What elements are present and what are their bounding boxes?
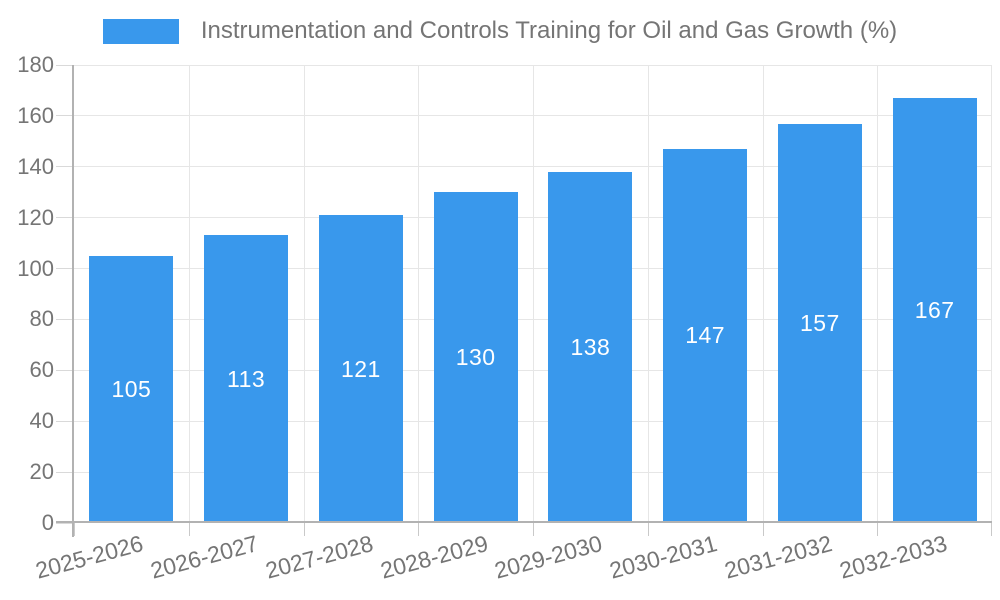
x-tick bbox=[991, 523, 992, 536]
y-axis-label: 120 bbox=[17, 204, 54, 230]
y-axis-label: 20 bbox=[29, 459, 54, 485]
v-gridline bbox=[418, 65, 420, 523]
y-tick bbox=[56, 369, 74, 371]
x-tick bbox=[418, 523, 420, 536]
y-tick bbox=[56, 522, 74, 524]
x-axis-label: 2030-2031 bbox=[606, 530, 720, 584]
x-axis-label: 2029-2030 bbox=[492, 530, 606, 584]
x-axis-label: 2032-2033 bbox=[836, 530, 950, 584]
x-tick bbox=[303, 523, 305, 536]
bar-value-label: 105 bbox=[111, 375, 152, 402]
bar-value-label: 138 bbox=[570, 333, 611, 360]
y-axis-label: 40 bbox=[29, 408, 54, 434]
y-axis-labels: 0 20 40 60 80 100 120 140 160 180 bbox=[0, 52, 54, 535]
v-gridline bbox=[877, 65, 879, 523]
v-gridline bbox=[991, 65, 992, 523]
legend-label: Instrumentation and Controls Training fo… bbox=[200, 17, 898, 44]
bar[interactable]: 113 bbox=[204, 235, 289, 523]
x-axis-label: 2027-2028 bbox=[262, 530, 376, 584]
v-gridline bbox=[533, 65, 534, 523]
bar-value-label: 130 bbox=[455, 344, 496, 371]
legend[interactable]: Instrumentation and Controls Training fo… bbox=[0, 15, 1000, 47]
y-axis-label: 180 bbox=[17, 52, 54, 77]
v-gridline bbox=[188, 65, 190, 523]
bar[interactable]: 147 bbox=[663, 148, 748, 523]
y-axis-label: 60 bbox=[29, 357, 54, 383]
x-tick bbox=[188, 523, 190, 536]
y-tick bbox=[56, 318, 74, 320]
y-tick bbox=[56, 166, 74, 168]
y-tick bbox=[56, 471, 74, 473]
v-gridline bbox=[762, 65, 764, 523]
x-axis-label: 2025-2026 bbox=[33, 530, 147, 584]
bar-value-label: 113 bbox=[227, 365, 266, 392]
legend-swatch-icon bbox=[102, 18, 179, 44]
bar-value-label: 157 bbox=[799, 309, 840, 336]
bar-value-label: 147 bbox=[685, 322, 726, 349]
bar[interactable]: 157 bbox=[777, 123, 862, 523]
x-tick bbox=[74, 523, 75, 536]
x-tick bbox=[647, 523, 649, 536]
y-tick bbox=[56, 420, 74, 422]
y-axis-label: 100 bbox=[17, 255, 54, 281]
bar-value-label: 121 bbox=[340, 355, 381, 382]
x-tick bbox=[533, 523, 534, 536]
x-axis-label: 2028-2029 bbox=[377, 530, 491, 584]
x-axis-labels: 2025-2026 2026-2027 2027-2028 2028-2029 2029… bbox=[0, 523, 1000, 600]
x-tick bbox=[762, 523, 764, 536]
x-axis-baseline bbox=[56, 521, 992, 523]
y-axis-label: 140 bbox=[17, 153, 54, 179]
bar[interactable]: 105 bbox=[89, 255, 174, 523]
y-axis-label: 80 bbox=[29, 306, 54, 332]
y-tick bbox=[56, 217, 74, 219]
bar[interactable]: 167 bbox=[892, 98, 977, 523]
bar[interactable]: 121 bbox=[318, 215, 403, 523]
x-axis-label: 2031-2032 bbox=[721, 530, 835, 584]
x-axis-label: 2026-2027 bbox=[147, 530, 261, 584]
y-tick bbox=[56, 64, 74, 66]
bar-value-label: 167 bbox=[914, 297, 955, 324]
v-gridline bbox=[647, 65, 649, 523]
y-axis-label: 0 bbox=[41, 510, 54, 535]
y-axis-label: 160 bbox=[17, 102, 54, 128]
bar[interactable]: 130 bbox=[433, 192, 518, 523]
y-axis-line bbox=[72, 65, 74, 537]
bar[interactable]: 138 bbox=[548, 171, 633, 523]
v-gridline bbox=[303, 65, 305, 523]
x-tick bbox=[877, 523, 879, 536]
y-tick bbox=[56, 268, 74, 270]
plot-area: 105 113 121 130 138 147 157 167 bbox=[56, 64, 992, 536]
y-tick bbox=[56, 115, 74, 117]
